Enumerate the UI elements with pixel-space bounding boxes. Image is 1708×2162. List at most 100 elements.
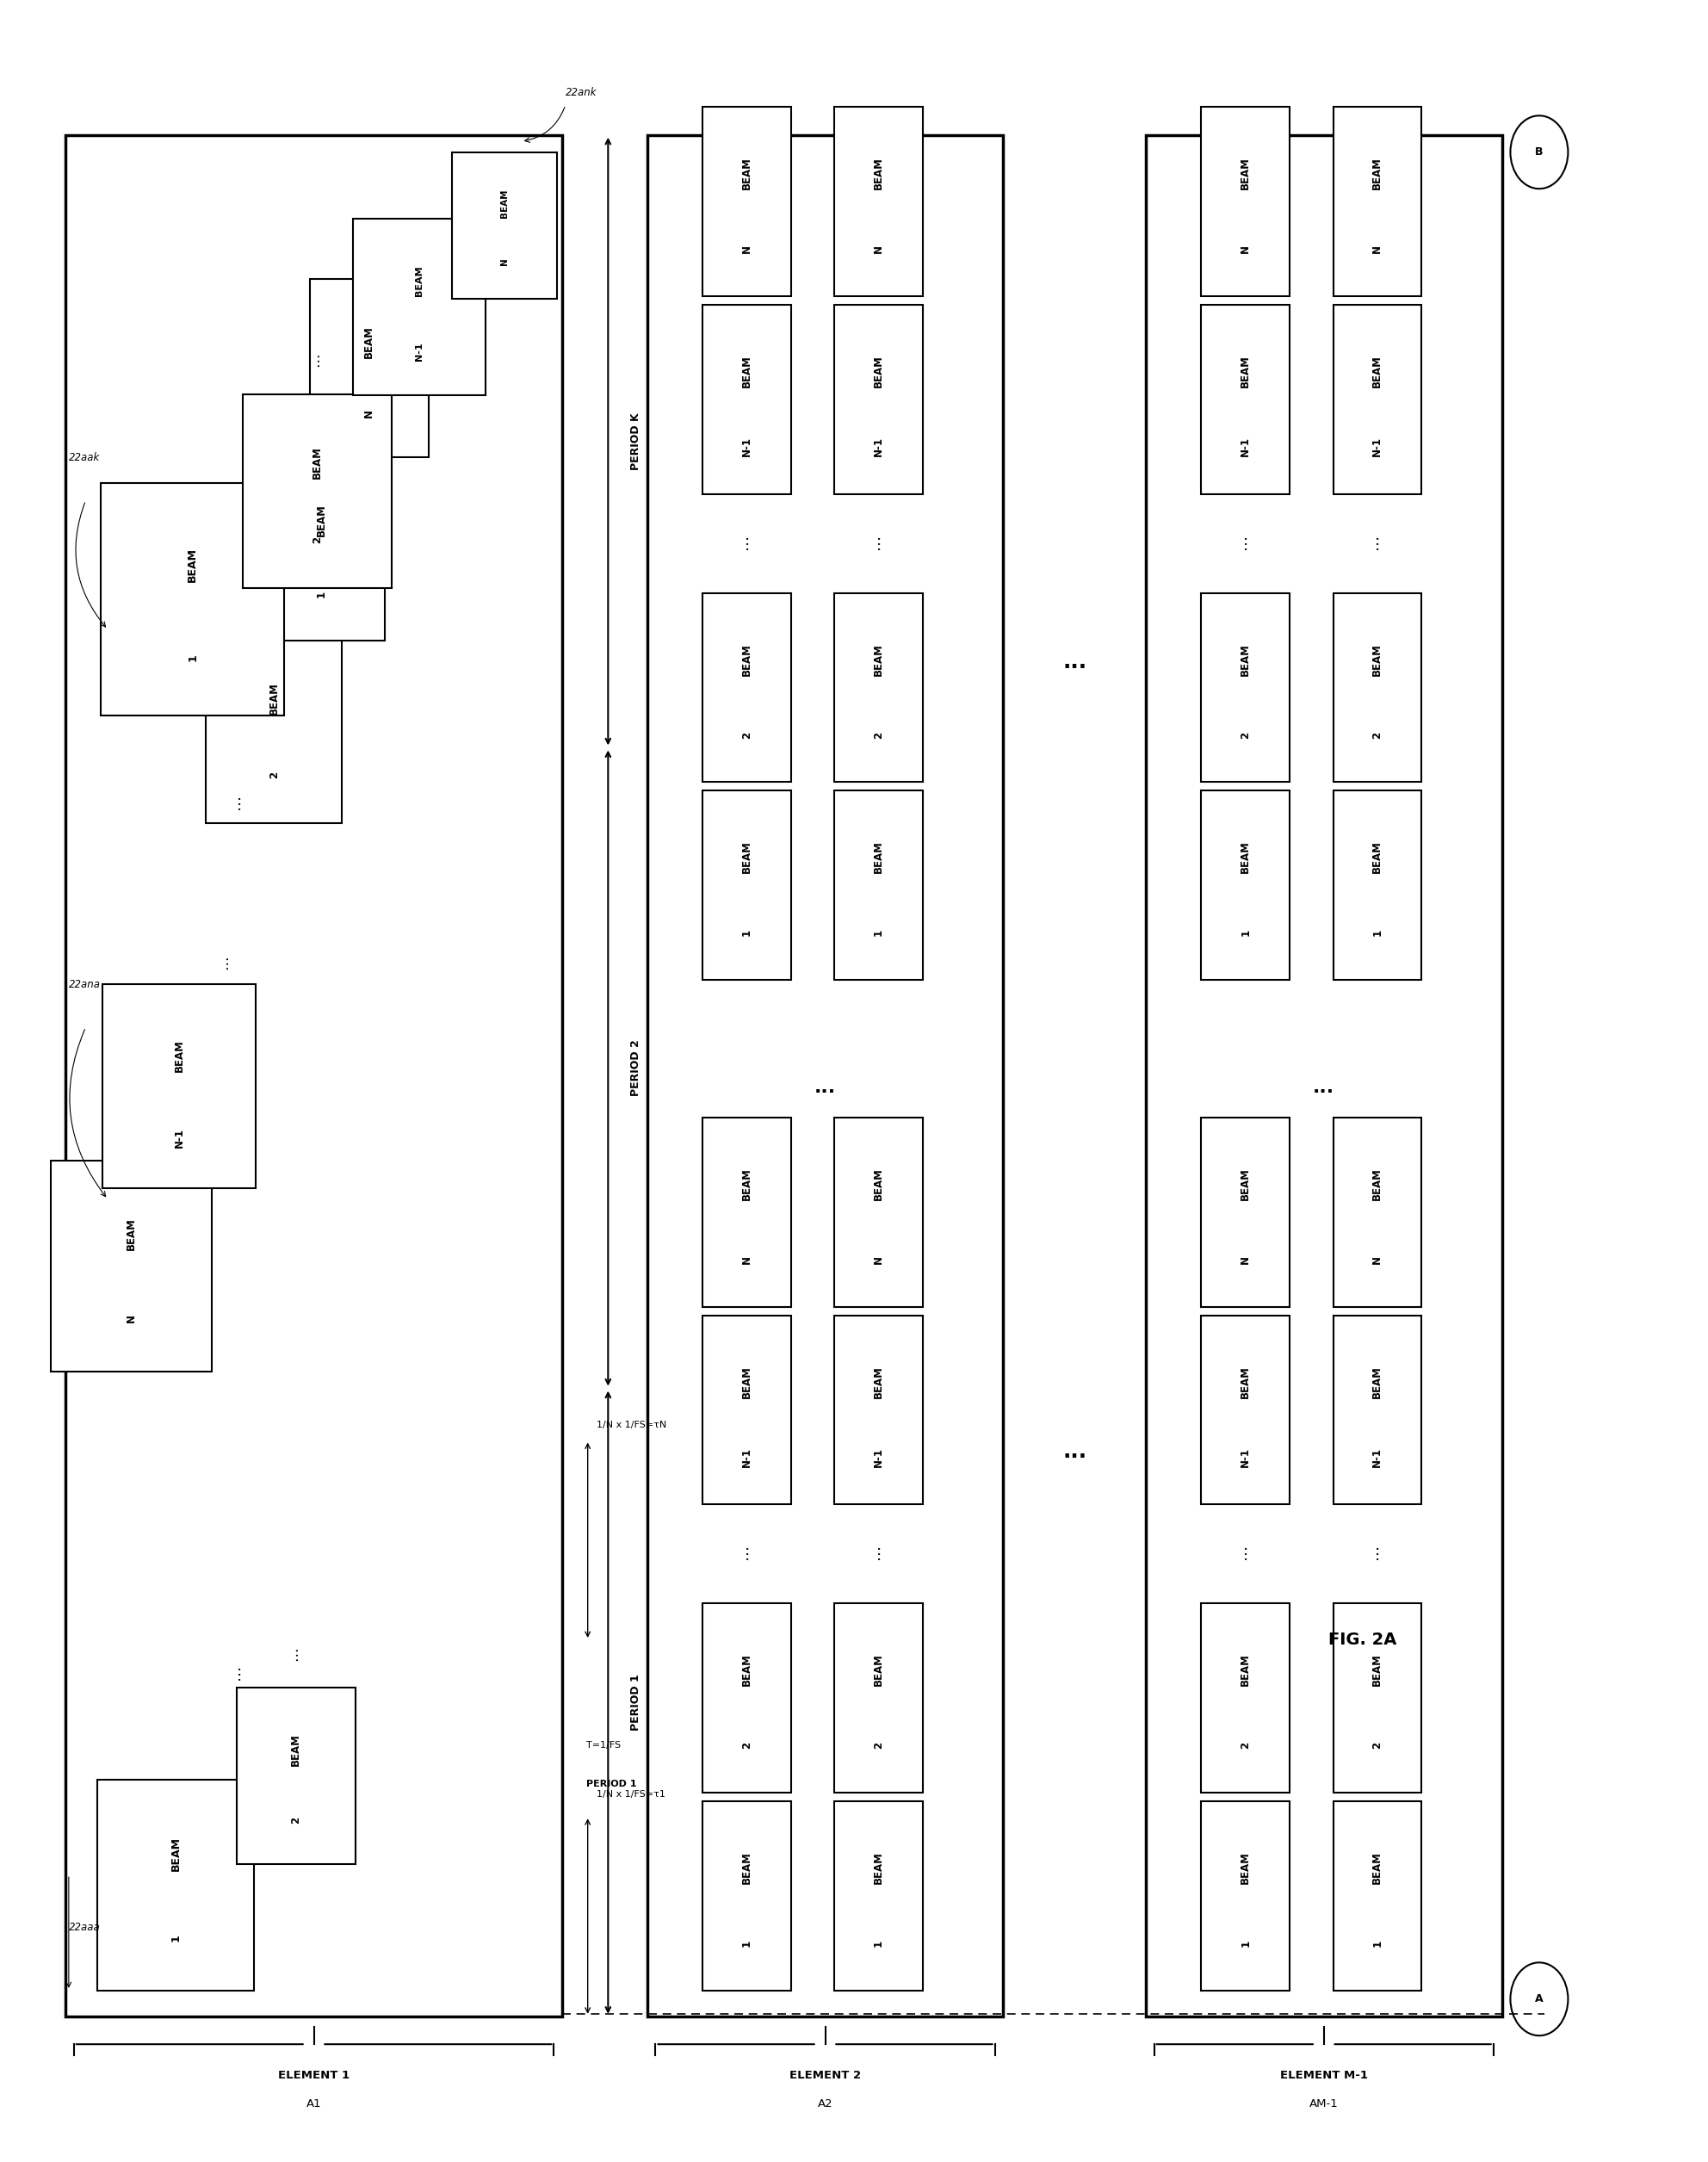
FancyBboxPatch shape — [702, 1314, 791, 1505]
Text: BEAM: BEAM — [268, 683, 280, 716]
Text: 1: 1 — [873, 930, 885, 936]
Text: BEAM: BEAM — [741, 355, 753, 387]
FancyBboxPatch shape — [243, 393, 393, 588]
FancyBboxPatch shape — [1334, 1801, 1421, 1991]
FancyBboxPatch shape — [102, 984, 254, 1189]
Text: BEAM: BEAM — [1372, 1364, 1383, 1399]
Text: BEAM: BEAM — [174, 1040, 184, 1072]
FancyBboxPatch shape — [1334, 1314, 1421, 1505]
FancyBboxPatch shape — [1201, 592, 1290, 783]
FancyBboxPatch shape — [702, 1604, 791, 1792]
FancyBboxPatch shape — [835, 1118, 922, 1306]
Text: BEAM: BEAM — [741, 1364, 753, 1399]
Text: BEAM: BEAM — [1372, 158, 1383, 190]
FancyBboxPatch shape — [1201, 305, 1290, 495]
Text: BEAM: BEAM — [1372, 1851, 1383, 1883]
Text: BEAM: BEAM — [873, 841, 885, 873]
Text: 1: 1 — [1372, 930, 1383, 936]
FancyBboxPatch shape — [354, 218, 485, 396]
Text: BEAM: BEAM — [1240, 1364, 1250, 1399]
Text: ⋯: ⋯ — [871, 1544, 886, 1559]
Text: BEAM: BEAM — [741, 1167, 753, 1200]
Text: 1: 1 — [1372, 1939, 1383, 1946]
Text: BEAM: BEAM — [290, 1734, 302, 1766]
Text: ⋯: ⋯ — [1370, 1544, 1385, 1559]
Text: 2: 2 — [1372, 1743, 1383, 1749]
FancyBboxPatch shape — [1201, 1604, 1290, 1792]
Text: BEAM: BEAM — [1240, 355, 1250, 387]
Text: BEAM: BEAM — [741, 1851, 753, 1883]
Text: BEAM: BEAM — [741, 841, 753, 873]
Text: ELEMENT M-1: ELEMENT M-1 — [1279, 2069, 1368, 2082]
Text: ...: ... — [1062, 651, 1086, 672]
Text: 1: 1 — [171, 1935, 181, 1941]
Text: 2: 2 — [1372, 731, 1383, 739]
FancyBboxPatch shape — [1201, 1801, 1290, 1991]
FancyBboxPatch shape — [1201, 1314, 1290, 1505]
Text: 2: 2 — [1240, 731, 1250, 739]
Text: N-1: N-1 — [1372, 437, 1383, 456]
Text: 22aak: 22aak — [68, 452, 101, 463]
Text: T=1/FS: T=1/FS — [586, 1740, 620, 1749]
Text: ⋯: ⋯ — [232, 1665, 248, 1680]
Text: N-1: N-1 — [741, 1446, 753, 1468]
FancyBboxPatch shape — [1334, 791, 1421, 979]
FancyBboxPatch shape — [1334, 592, 1421, 783]
Text: 2: 2 — [313, 536, 323, 543]
Text: BEAM: BEAM — [873, 1167, 885, 1200]
Text: ...: ... — [815, 1079, 835, 1096]
Text: ⋯: ⋯ — [1238, 1544, 1254, 1559]
Text: N: N — [873, 244, 885, 253]
Text: N: N — [741, 244, 753, 253]
Text: N-1: N-1 — [174, 1129, 184, 1148]
FancyBboxPatch shape — [835, 1314, 922, 1505]
Text: BEAM: BEAM — [186, 547, 198, 582]
Text: 1: 1 — [186, 653, 198, 662]
Text: A: A — [1535, 1993, 1544, 2004]
FancyBboxPatch shape — [309, 279, 429, 458]
Text: PERIOD 1: PERIOD 1 — [630, 1673, 640, 1730]
Text: BEAM: BEAM — [873, 642, 885, 675]
FancyBboxPatch shape — [101, 484, 284, 716]
Text: N-1: N-1 — [873, 1446, 885, 1468]
Text: 22aaa: 22aaa — [68, 1922, 101, 1933]
Text: BEAM: BEAM — [1240, 1654, 1250, 1686]
Text: 1: 1 — [873, 1939, 885, 1946]
Text: 2: 2 — [741, 1743, 753, 1749]
Text: N: N — [1240, 1256, 1250, 1265]
FancyBboxPatch shape — [1334, 305, 1421, 495]
Text: N-1: N-1 — [415, 342, 424, 361]
Text: BEAM: BEAM — [313, 445, 323, 478]
Text: ⋯: ⋯ — [740, 534, 755, 549]
Text: FIG. 2A: FIG. 2A — [1329, 1632, 1397, 1647]
Text: 2: 2 — [268, 772, 280, 778]
Text: BEAM: BEAM — [364, 324, 374, 357]
Text: BEAM: BEAM — [500, 188, 509, 218]
FancyBboxPatch shape — [835, 592, 922, 783]
Text: BEAM: BEAM — [741, 642, 753, 675]
Text: BEAM: BEAM — [741, 1654, 753, 1686]
Text: BEAM: BEAM — [1372, 841, 1383, 873]
Text: 1: 1 — [741, 1939, 753, 1946]
Text: 1: 1 — [1240, 930, 1250, 936]
FancyBboxPatch shape — [702, 108, 791, 296]
Text: N-1: N-1 — [1372, 1446, 1383, 1468]
FancyBboxPatch shape — [207, 631, 342, 824]
Text: BEAM: BEAM — [873, 355, 885, 387]
Text: N: N — [873, 1256, 885, 1265]
Text: BEAM: BEAM — [1240, 158, 1250, 190]
Text: 22ank: 22ank — [565, 86, 596, 99]
Text: BEAM: BEAM — [1240, 1167, 1250, 1200]
FancyBboxPatch shape — [835, 1604, 922, 1792]
Text: 2: 2 — [873, 731, 885, 739]
FancyBboxPatch shape — [237, 1689, 355, 1864]
Text: 1: 1 — [1240, 1939, 1250, 1946]
Text: 2: 2 — [873, 1743, 885, 1749]
FancyBboxPatch shape — [835, 791, 922, 979]
FancyBboxPatch shape — [647, 134, 1003, 2017]
FancyBboxPatch shape — [1146, 134, 1501, 2017]
Text: ELEMENT 1: ELEMENT 1 — [278, 2069, 350, 2082]
Text: AM-1: AM-1 — [1310, 2097, 1339, 2110]
Text: 22ana: 22ana — [68, 979, 101, 990]
Text: BEAM: BEAM — [171, 1836, 181, 1870]
